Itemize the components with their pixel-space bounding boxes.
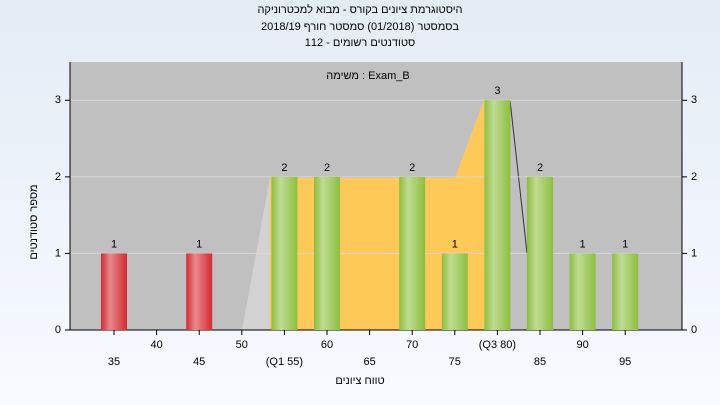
bar-highlight xyxy=(612,253,639,330)
x-tick-label: 40 xyxy=(150,339,162,351)
bar-highlight xyxy=(441,253,468,330)
bar-highlight xyxy=(314,176,340,330)
bar-highlight xyxy=(186,253,213,330)
bar-highlight xyxy=(527,176,553,330)
x-tick-label: 50 xyxy=(236,339,248,351)
x-axis-label: טווח ציונים xyxy=(335,375,384,387)
data-label: 1 xyxy=(622,238,628,250)
chart-title: היסטוגרמת ציונים בקורס - מבוא למכטרוניקה xyxy=(257,3,462,16)
y-tick-label: 1 xyxy=(55,247,61,259)
x-tick-label: 90 xyxy=(576,339,588,351)
chart-subtitle: בסמסטר (01/2018) סמסטר חורף 2018/19 xyxy=(261,21,459,33)
y2-tick-label: 0 xyxy=(691,324,697,336)
y-tick-label: 0 xyxy=(55,324,61,336)
data-label: 1 xyxy=(111,238,117,250)
x-tick-label: (Q1 55) xyxy=(266,356,303,368)
data-label: 1 xyxy=(196,238,202,250)
x-tick-label: 65 xyxy=(363,356,375,368)
bar-highlight xyxy=(271,176,298,330)
x-tick-label: 95 xyxy=(619,356,631,368)
y2-tick-label: 3 xyxy=(691,94,697,106)
x-tick-label: 45 xyxy=(193,356,205,368)
y-axis-label: מספר סטודנטים xyxy=(28,184,40,259)
x-tick-label: (Q3 80) xyxy=(479,339,516,351)
annotation: משימה : Exam_B xyxy=(326,70,409,82)
y2-tick-label: 1 xyxy=(691,247,697,259)
bar-highlight xyxy=(484,100,511,331)
data-label: 2 xyxy=(537,162,543,174)
x-tick-label: 70 xyxy=(406,339,418,351)
data-label: 1 xyxy=(580,238,586,250)
bar-highlight xyxy=(101,253,127,330)
bar-highlight xyxy=(399,176,426,330)
chart-subtitle: סטודנטים רשומים - 112 xyxy=(305,37,416,49)
data-label: 2 xyxy=(281,162,287,174)
x-tick-label: 60 xyxy=(321,339,333,351)
data-label: 1 xyxy=(452,238,458,250)
x-tick-label: 85 xyxy=(534,356,546,368)
y-tick-label: 2 xyxy=(55,171,61,183)
data-label: 2 xyxy=(409,162,415,174)
shade-lower xyxy=(242,178,270,330)
data-label: 2 xyxy=(324,162,330,174)
y-tick-label: 3 xyxy=(55,94,61,106)
data-label: 3 xyxy=(494,85,500,97)
x-tick-label: 35 xyxy=(108,356,120,368)
bar-highlight xyxy=(569,253,596,330)
y2-tick-label: 2 xyxy=(691,171,697,183)
x-tick-label: 75 xyxy=(449,356,461,368)
